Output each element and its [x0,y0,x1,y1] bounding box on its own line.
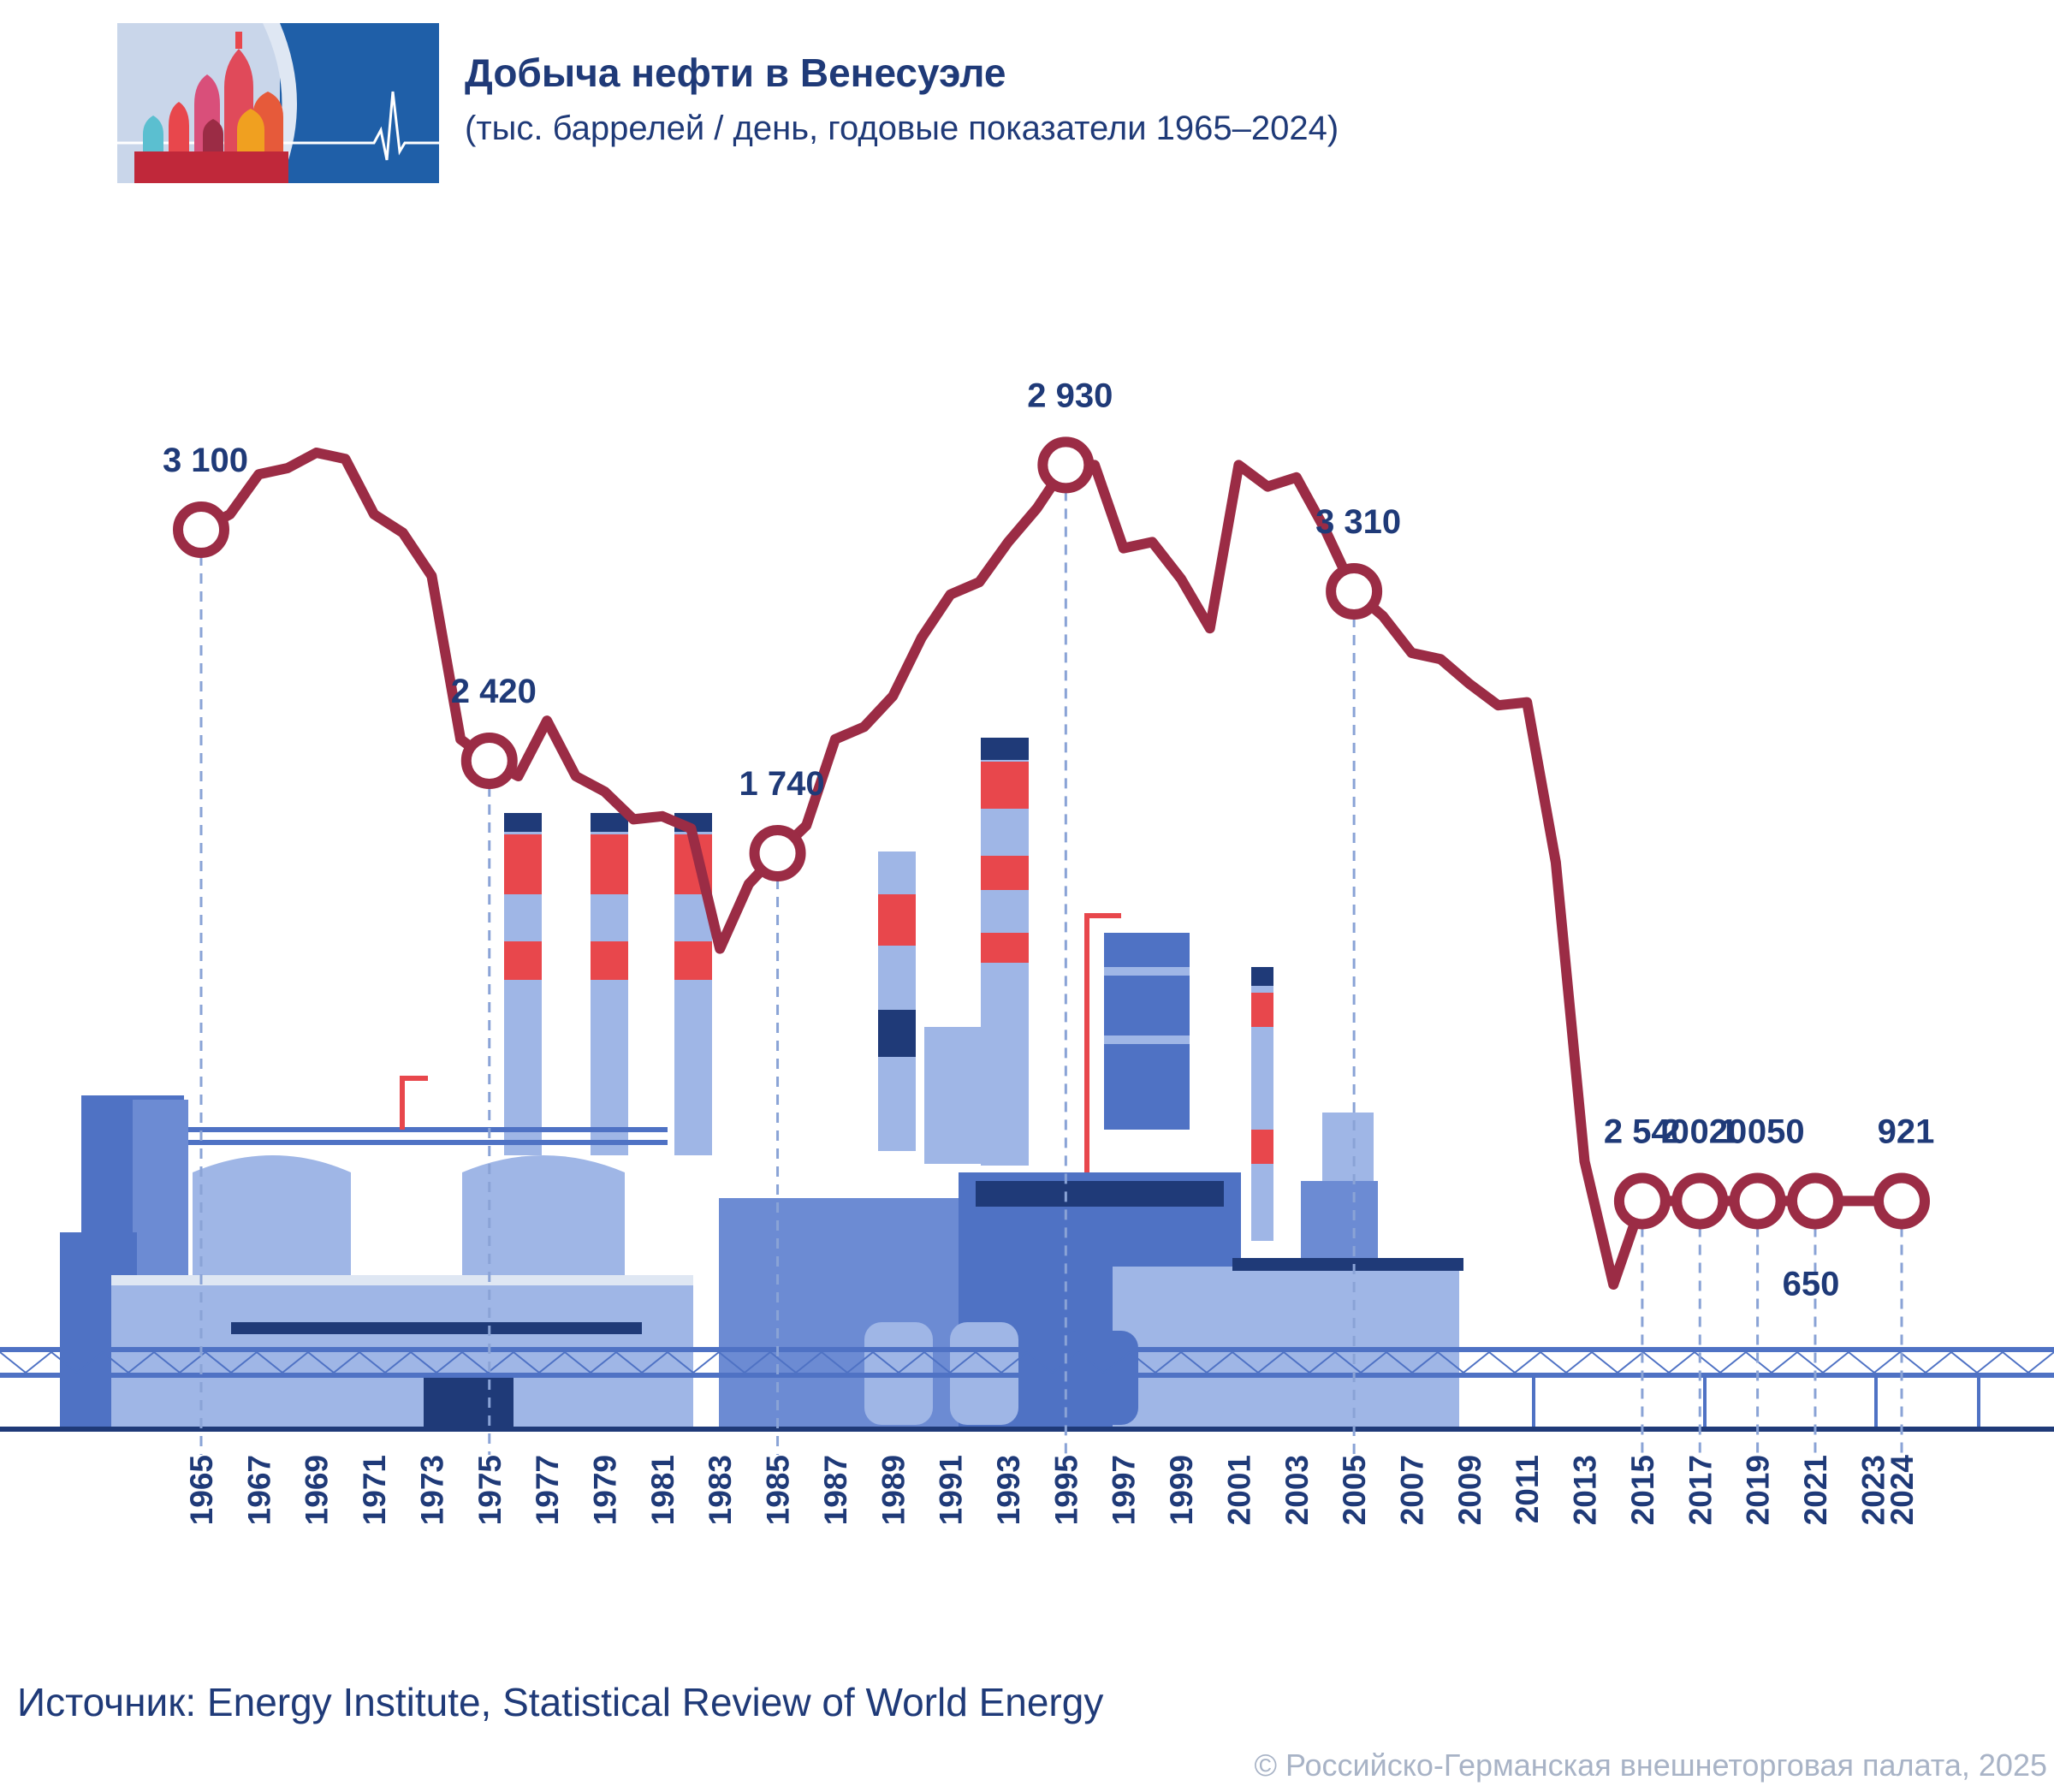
x-tick-label: 1969 [300,1455,335,1525]
guide-lines [199,490,1903,1455]
chart-subtitle: (тыс. баррелей / день, годовые показател… [465,110,1339,147]
data-label: 650 [1783,1265,1840,1302]
x-tick-label: 1985 [761,1455,796,1525]
x-tick-label: 1989 [876,1455,911,1525]
x-tick-label: 1975 [472,1455,508,1525]
x-tick-label: 1997 [1107,1455,1142,1525]
x-tick-label: 2009 [1452,1455,1487,1525]
data-point-marker [1671,1172,1729,1230]
storage-tank-icon [193,933,1190,1275]
x-tick-label: 2001 [1221,1455,1256,1525]
x-tick-label: 2017 [1683,1455,1718,1525]
x-tick-label: 1971 [357,1455,392,1525]
x-tick-label: 2023 [1855,1455,1891,1525]
x-tick-label: 1993 [991,1455,1026,1525]
data-point-marker [749,825,806,881]
kremlin-logo-icon [117,23,439,183]
x-tick-label: 2003 [1279,1455,1315,1525]
data-point-marker [1786,1172,1843,1230]
data-markers [173,436,1930,1230]
x-tick-label: 1979 [588,1455,623,1525]
x-tick-label: 1983 [703,1455,738,1525]
logo [117,23,439,183]
x-tick-label: 2005 [1337,1455,1372,1525]
data-label: 921 [1878,1113,1935,1150]
refinery-illustration [0,738,2054,1432]
data-point-marker [173,501,229,558]
data-label: 3 310 [1315,503,1401,541]
x-axis: 1965 1967 1969 1971 1973 1975 1977 1979 1981 1983… [184,1455,1920,1526]
data-label: 2 930 [1027,377,1113,414]
x-tick-label: 2015 [1625,1455,1660,1525]
x-tick-label: 1999 [1164,1455,1199,1525]
x-tick-label: 2007 [1395,1455,1430,1525]
data-point-marker [460,733,518,789]
data-point-marker [1613,1172,1671,1230]
x-tick-label: 2011 [1510,1455,1545,1523]
x-tick-label: 1981 [645,1455,680,1525]
data-point-marker [1873,1172,1930,1230]
x-tick-label: 2024 [1885,1455,1920,1526]
data-label: 2 020 [1661,1113,1747,1150]
x-tick-label: 2013 [1568,1455,1603,1525]
data-label: 3 100 [163,442,248,479]
pipeline-trestle [0,1347,2054,1432]
data-point-marker [1729,1172,1786,1230]
x-tick-label: 1967 [241,1455,276,1525]
x-tick-label: 2019 [1741,1455,1776,1525]
x-tick-label: 1991 [934,1455,969,1525]
data-label: 1 740 [739,765,825,803]
series-line [196,448,1907,1290]
x-tick-label: 1977 [530,1455,565,1525]
x-tick-label: 2021 [1798,1455,1833,1525]
x-tick-label: 1995 [1048,1455,1083,1525]
data-point-marker [1037,436,1095,494]
x-tick-label: 1965 [184,1455,219,1525]
data-label: 1 050 [1719,1113,1805,1150]
copyright: © Российско-Германская внешнеторговая па… [1254,1747,2048,1783]
source-note: Источник: Energy Institute, Statistical … [17,1680,1104,1724]
data-point-marker [1326,563,1383,620]
x-tick-label: 1987 [818,1455,853,1525]
x-tick-label: 1973 [414,1455,449,1525]
chart-title: Добыча нефти в Венесуэле [465,50,1006,95]
data-label: 2 540 [1604,1113,1689,1150]
data-label: 2 420 [451,673,537,710]
